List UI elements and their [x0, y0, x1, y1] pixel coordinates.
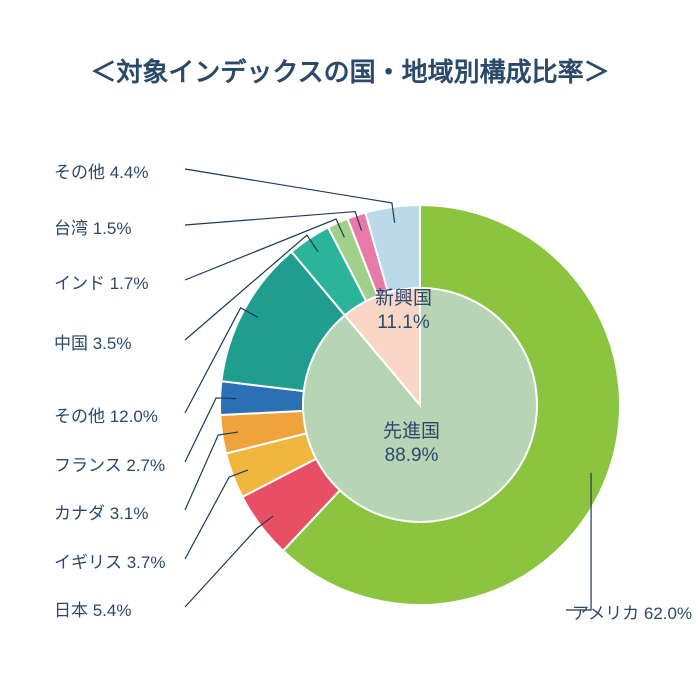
label-other_dev: その他 12.0% — [54, 402, 158, 427]
label-taiwan: 台湾 1.5% — [54, 214, 131, 239]
label-america: アメリカ 62.0% — [572, 599, 692, 624]
label-france: フランス 2.7% — [54, 451, 165, 476]
label-china: 中国 3.5% — [54, 329, 131, 354]
label-japan: 日本 5.4% — [54, 596, 131, 621]
label-other_em: その他 4.4% — [54, 158, 148, 183]
inner-label-developed: 先進国88.9% — [383, 420, 440, 468]
label-india: インド 1.7% — [54, 269, 148, 294]
label-canada: カナダ 3.1% — [54, 499, 148, 524]
leader-japan — [185, 516, 273, 607]
inner-label-emerging: 新興国11.1% — [375, 287, 432, 335]
label-uk: イギリス 3.7% — [54, 548, 165, 573]
